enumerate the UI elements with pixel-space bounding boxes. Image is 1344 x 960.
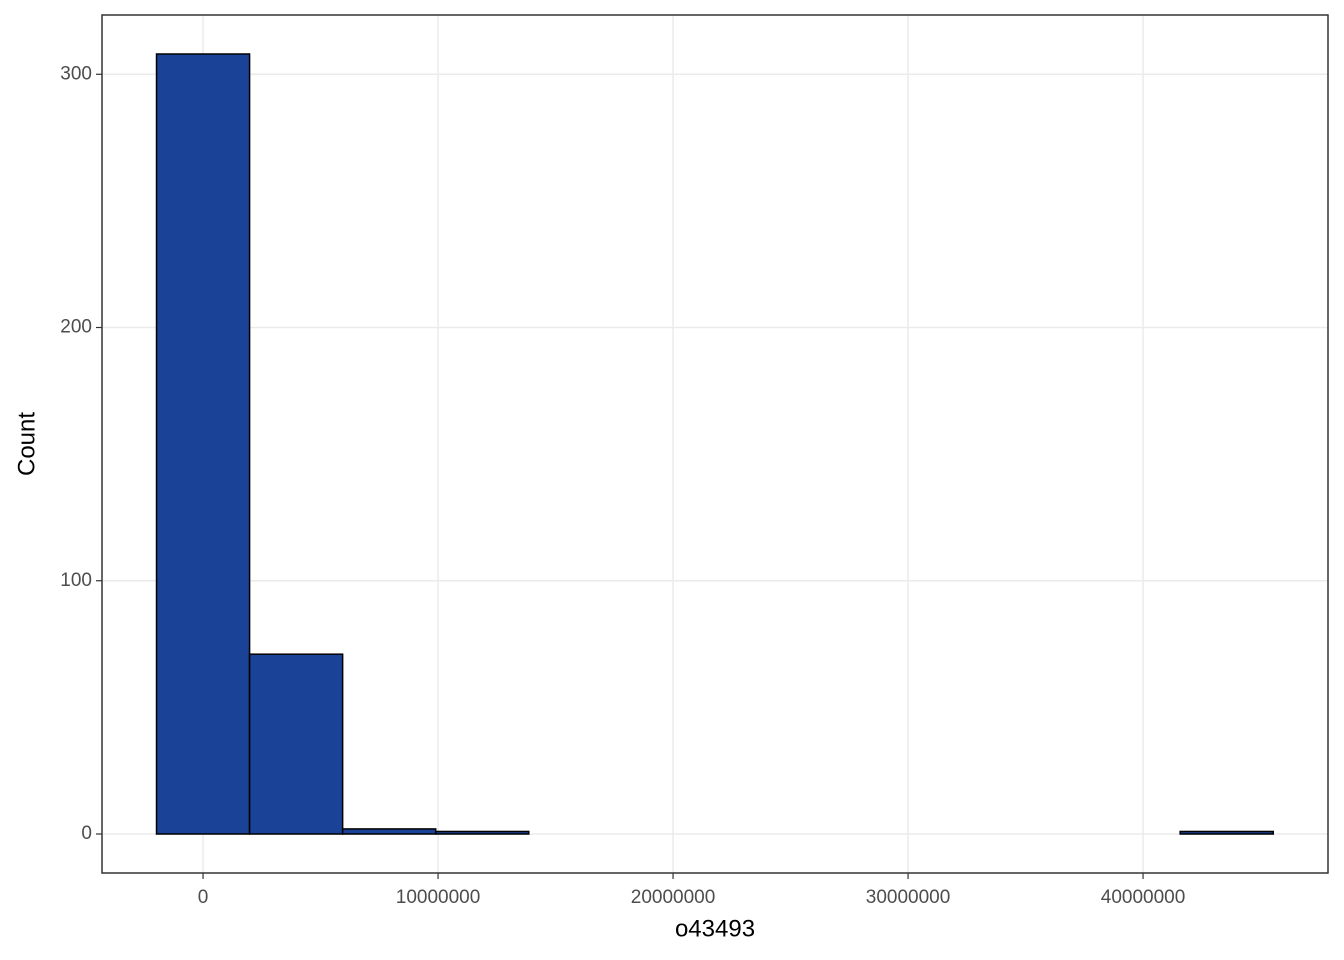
y-tick-label: 200 — [60, 317, 92, 338]
bar — [248, 653, 344, 835]
bar — [434, 830, 530, 835]
y-tick-label: 0 — [81, 823, 92, 844]
bar — [341, 828, 437, 835]
x-tick-label: 40000000 — [1101, 887, 1186, 908]
bar — [155, 53, 251, 835]
panel-border — [101, 14, 1329, 874]
x-tick-label: 20000000 — [631, 887, 716, 908]
bar — [1179, 830, 1274, 835]
y-axis-label: Count — [13, 412, 40, 476]
y-tick-label: 100 — [60, 570, 92, 591]
y-tick-label: 300 — [60, 63, 92, 84]
x-tick-label: 10000000 — [396, 887, 481, 908]
x-tick-label: 0 — [198, 887, 209, 908]
x-tick-label: 30000000 — [866, 887, 951, 908]
x-axis-label: o43493 — [675, 915, 755, 942]
